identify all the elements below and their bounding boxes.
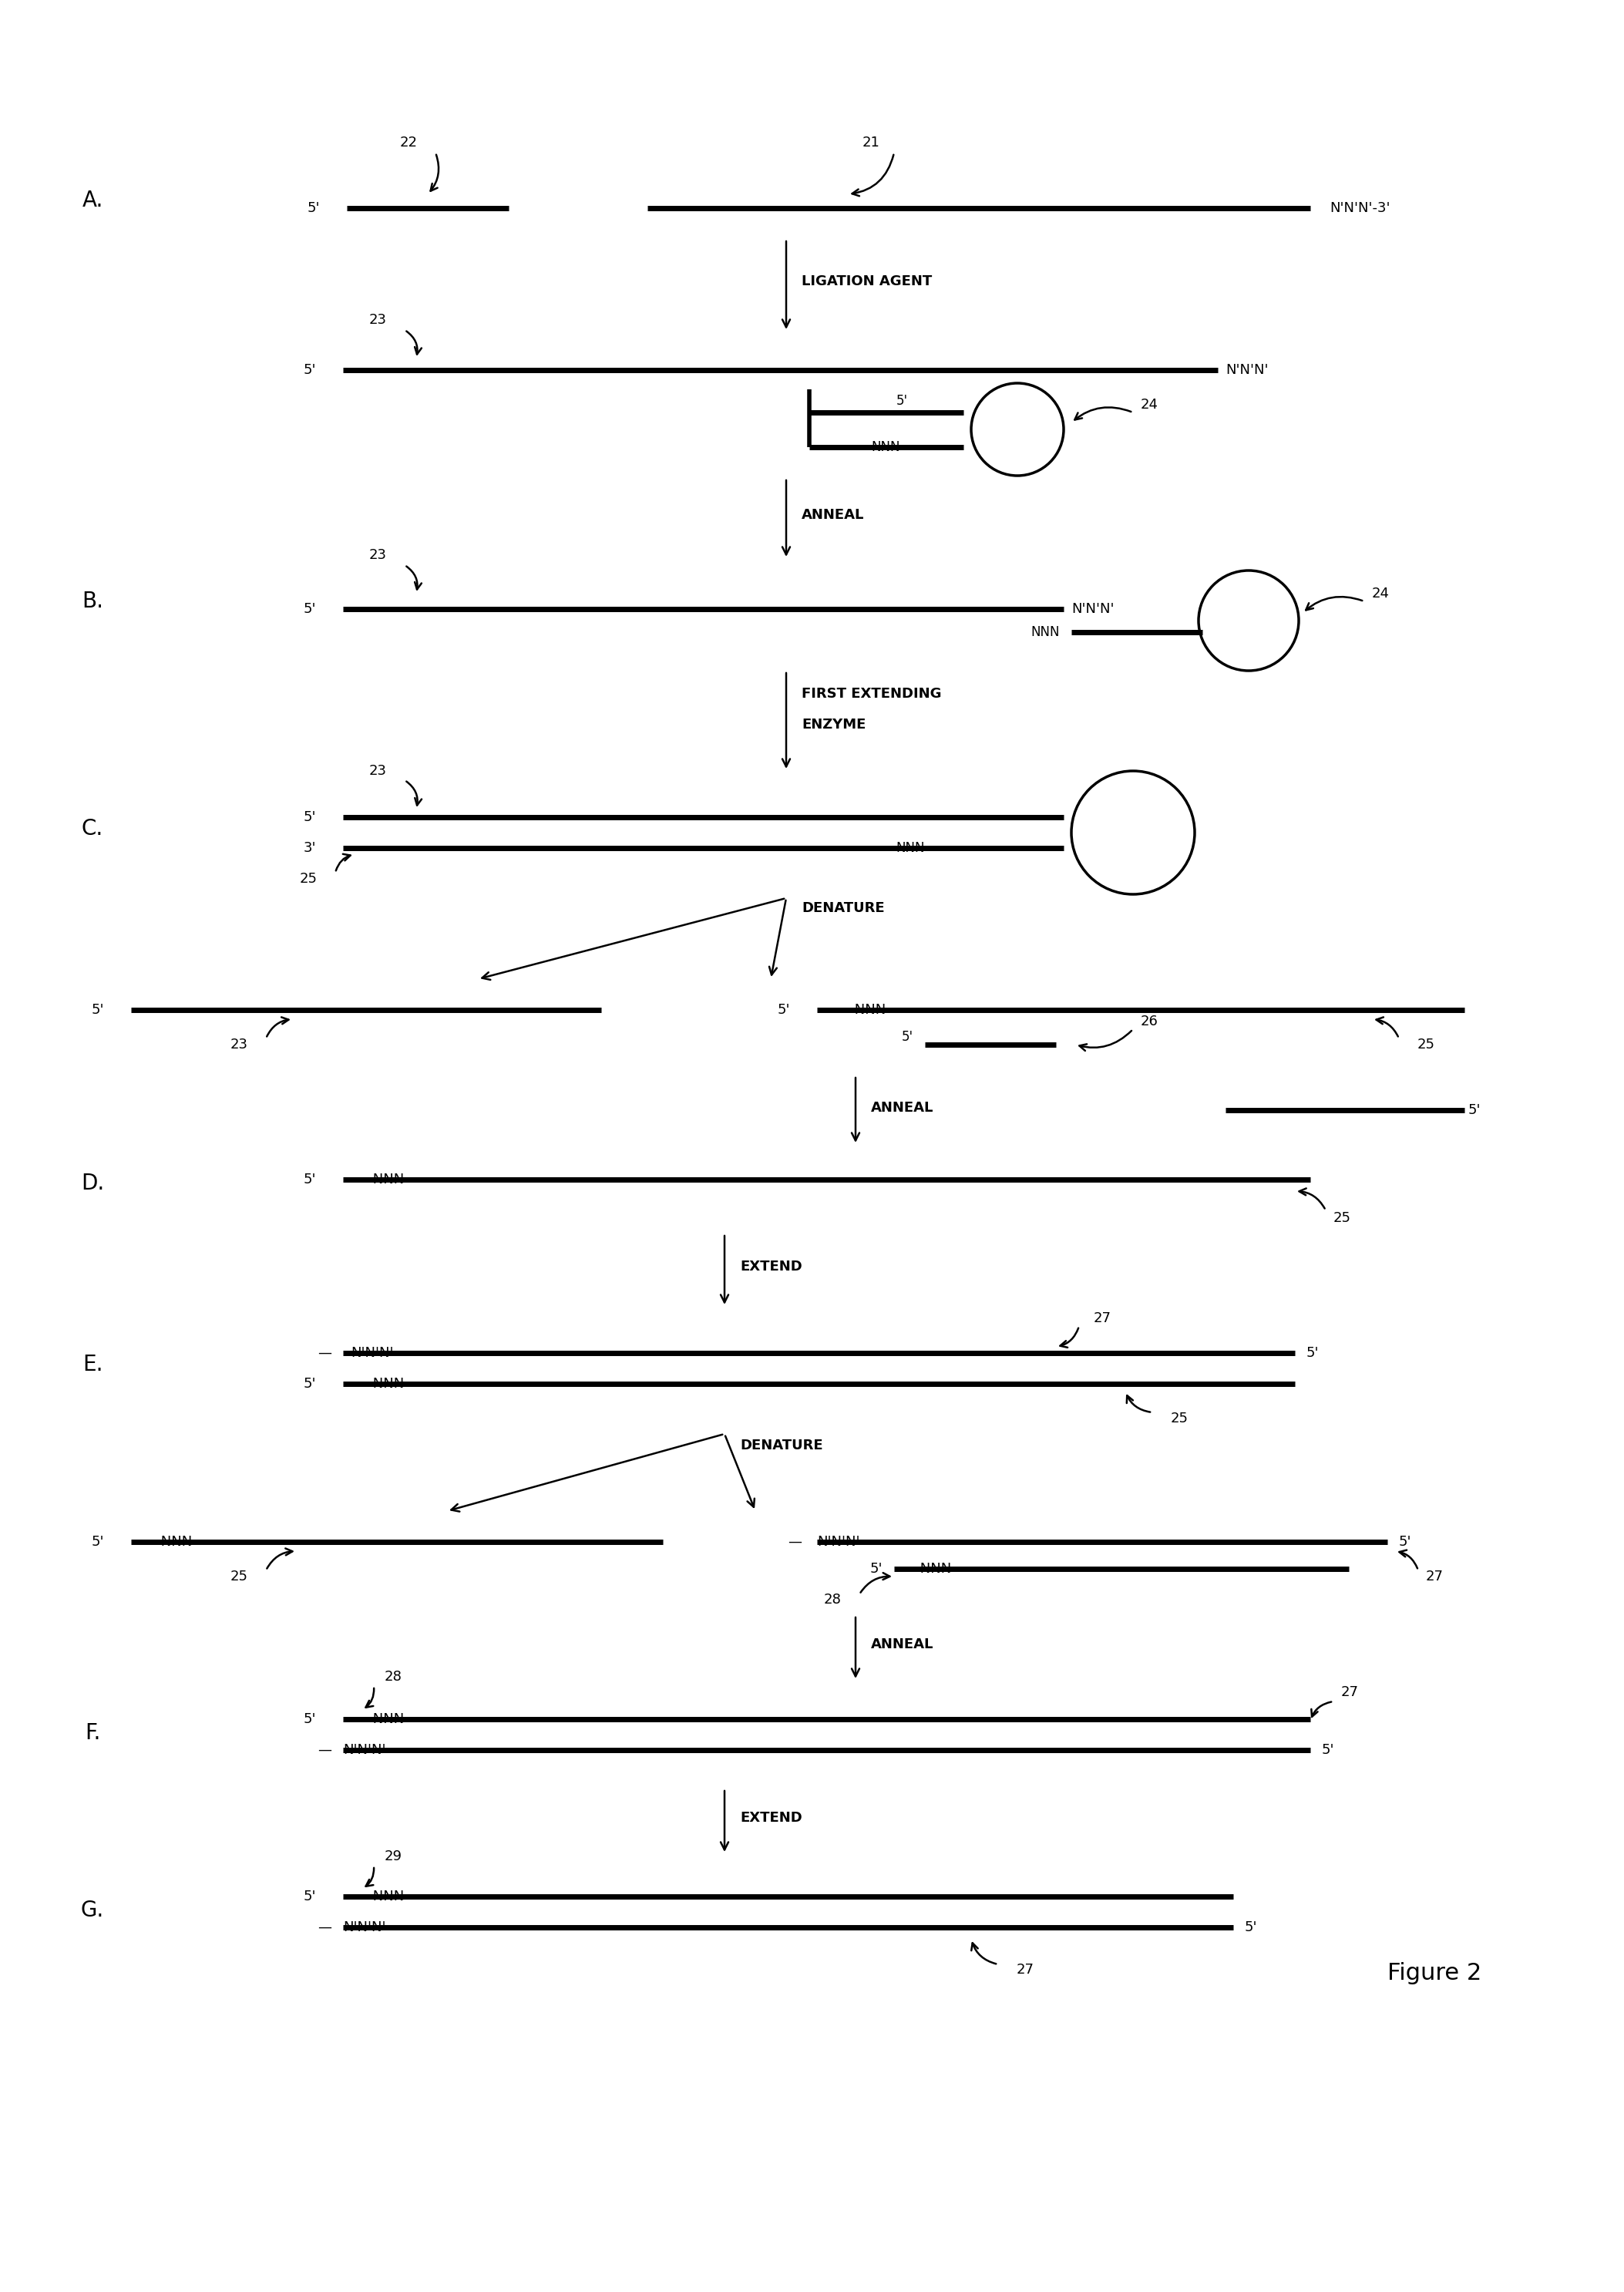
Text: 27: 27	[1341, 1685, 1359, 1698]
Text: — NNN: — NNN	[901, 1561, 952, 1577]
Text: C.: C.	[81, 818, 104, 839]
Text: 23: 23	[369, 548, 387, 562]
Text: 23: 23	[231, 1038, 248, 1052]
Text: N'N'N': N'N'N'	[1072, 603, 1114, 617]
Text: —: —	[318, 1345, 331, 1359]
Text: 5': 5'	[896, 394, 908, 408]
Text: 26: 26	[1140, 1015, 1158, 1029]
Text: 25: 25	[231, 1570, 248, 1584]
Text: FIRST EXTENDING: FIRST EXTENDING	[802, 688, 942, 701]
Text: 5': 5'	[870, 1561, 882, 1577]
Text: N'N'N': N'N'N'	[1226, 362, 1268, 376]
Text: 5': 5'	[304, 1377, 317, 1391]
Text: F.: F.	[84, 1721, 101, 1744]
Text: N'N'N': N'N'N'	[343, 1921, 387, 1934]
Text: NNN: NNN	[870, 440, 900, 454]
Text: D.: D.	[81, 1174, 104, 1194]
Text: 28: 28	[385, 1671, 401, 1685]
Text: 21: 21	[862, 135, 880, 149]
Text: 24: 24	[1140, 399, 1158, 413]
Text: N'N'N': N'N'N'	[817, 1536, 859, 1549]
Text: 5': 5'	[91, 1004, 104, 1018]
Text: 28: 28	[823, 1593, 841, 1607]
Text: 5': 5'	[1322, 1744, 1335, 1758]
Text: ANNEAL: ANNEAL	[802, 509, 864, 523]
Text: —: —	[318, 1744, 331, 1758]
Text: LIGATION AGENT: LIGATION AGENT	[802, 275, 932, 289]
Text: 25: 25	[1418, 1038, 1434, 1052]
Text: — NNN: — NNN	[836, 1004, 885, 1018]
Text: 25: 25	[1171, 1412, 1189, 1426]
Text: EXTEND: EXTEND	[741, 1811, 802, 1824]
Text: E.: E.	[83, 1355, 102, 1375]
Text: ENZYME: ENZYME	[802, 717, 866, 731]
Text: 29: 29	[385, 1850, 403, 1863]
Text: 5': 5'	[304, 1174, 317, 1187]
Text: ANNEAL: ANNEAL	[870, 1636, 934, 1650]
Text: NNN: NNN	[896, 841, 926, 855]
Text: DENATURE: DENATURE	[741, 1439, 823, 1453]
Text: 23: 23	[369, 314, 387, 328]
Text: 23: 23	[369, 763, 387, 777]
Text: 5': 5'	[304, 1889, 317, 1902]
Text: B.: B.	[81, 591, 104, 612]
Text: EXTEND: EXTEND	[741, 1261, 802, 1274]
Text: 27: 27	[1426, 1570, 1444, 1584]
Text: 22: 22	[400, 135, 417, 149]
Text: —: —	[318, 1921, 331, 1934]
Text: ANNEAL: ANNEAL	[870, 1100, 934, 1114]
Text: 5': 5'	[304, 362, 317, 376]
Text: — NNN: — NNN	[354, 1174, 404, 1187]
Text: 5': 5'	[1306, 1345, 1319, 1359]
Text: Figure 2: Figure 2	[1387, 1962, 1481, 1985]
Text: NNN: NNN	[1031, 626, 1060, 639]
Text: N'N'N'-3': N'N'N'-3'	[1330, 202, 1390, 215]
Text: N'N'N': N'N'N'	[343, 1744, 387, 1758]
Text: 5': 5'	[91, 1536, 104, 1549]
Text: 27: 27	[1093, 1311, 1111, 1325]
Text: 27: 27	[1017, 1962, 1034, 1976]
Text: 5': 5'	[778, 1004, 789, 1018]
Text: A.: A.	[81, 190, 102, 211]
Text: N'N'N': N'N'N'	[351, 1345, 393, 1359]
Text: 24: 24	[1372, 587, 1390, 601]
Text: 5': 5'	[1398, 1536, 1411, 1549]
Text: 25: 25	[1333, 1210, 1351, 1224]
Text: 5': 5'	[901, 1029, 913, 1043]
Text: 5': 5'	[304, 1712, 317, 1726]
Text: DENATURE: DENATURE	[802, 901, 885, 915]
Text: —: —	[788, 1536, 802, 1549]
Text: 25: 25	[299, 871, 317, 885]
Text: 5': 5'	[307, 202, 320, 215]
Text: — NNN: — NNN	[143, 1536, 192, 1549]
Text: — NNN: — NNN	[354, 1889, 404, 1902]
Text: 5': 5'	[1244, 1921, 1257, 1934]
Text: — NNN: — NNN	[354, 1712, 404, 1726]
Text: 5': 5'	[304, 811, 317, 825]
Text: — NNN: — NNN	[354, 1377, 404, 1391]
Text: G.: G.	[81, 1900, 104, 1921]
Text: 3': 3'	[304, 841, 317, 855]
Text: 5': 5'	[304, 603, 317, 617]
Text: 5': 5'	[1468, 1102, 1481, 1116]
